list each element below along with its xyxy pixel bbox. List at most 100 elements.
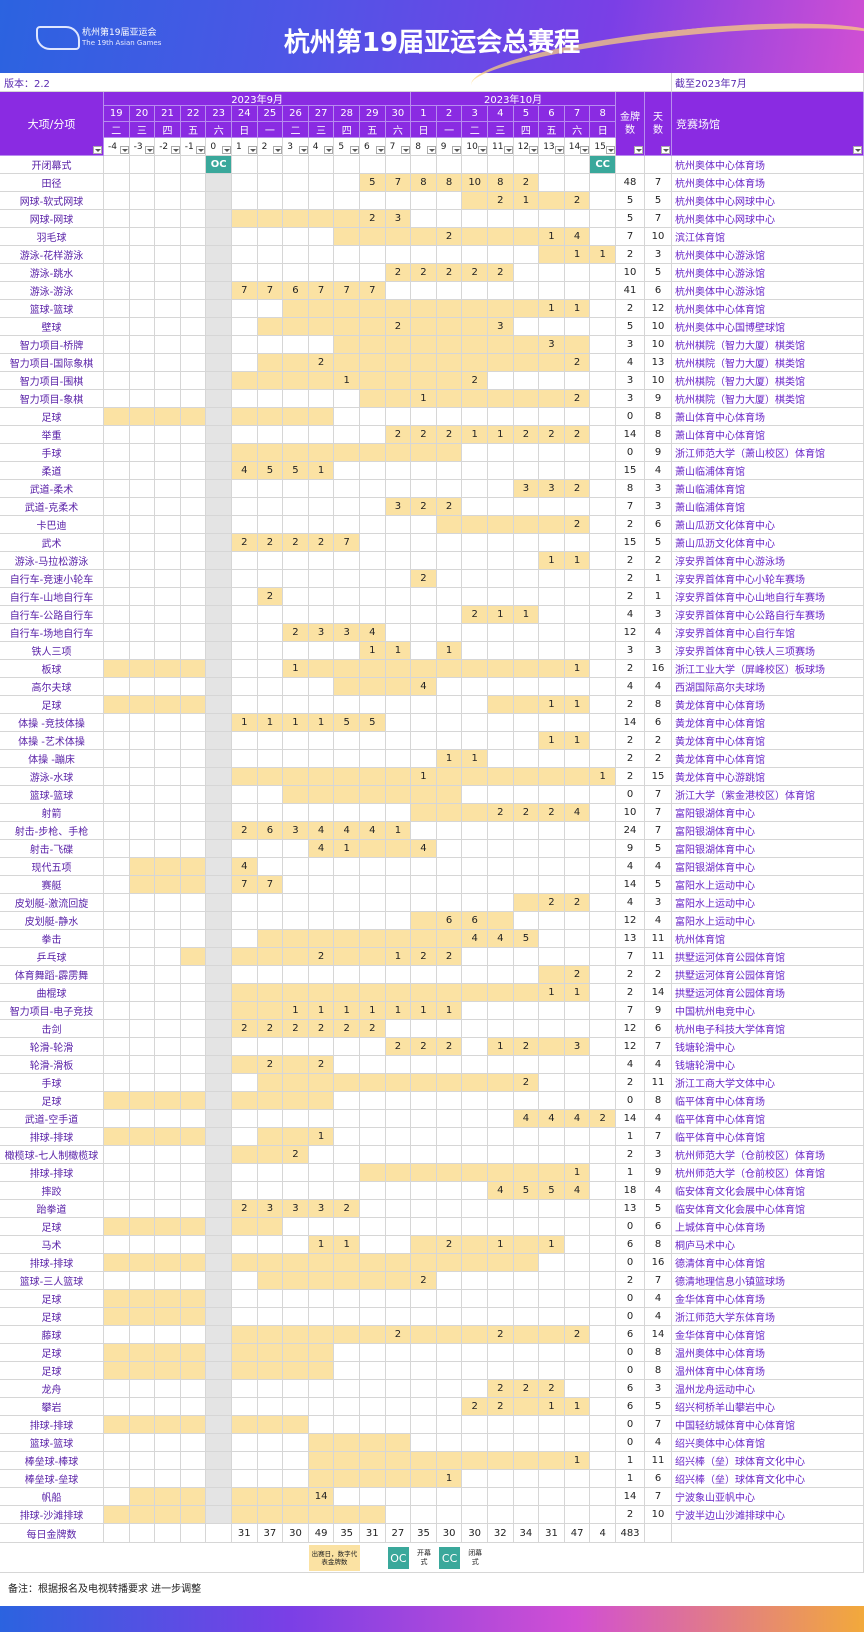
venue: 拱墅运河体育公园体育馆 xyxy=(672,966,864,984)
empty-cell xyxy=(232,966,258,984)
gold-medal-cell: 2 xyxy=(564,480,591,498)
sport-name: 篮球-三人篮球 xyxy=(0,1272,104,1290)
empty-cell xyxy=(206,552,232,570)
filter-button[interactable] xyxy=(529,146,539,154)
filter-button[interactable] xyxy=(298,146,308,154)
venue: 西湖国际高尔夫球场 xyxy=(672,678,864,696)
empty-cell xyxy=(436,696,463,714)
empty-cell xyxy=(129,552,156,570)
gold-medal-cell: 1 xyxy=(360,1002,386,1020)
competition-day xyxy=(411,300,437,318)
empty-cell xyxy=(411,408,437,426)
empty-cell xyxy=(564,1218,591,1236)
gold-medal-cell: 2 xyxy=(513,174,540,192)
competition-day xyxy=(104,660,130,678)
empty-cell xyxy=(513,156,540,174)
empty-cell xyxy=(564,462,591,480)
venue: 桐庐马术中心 xyxy=(672,1236,864,1254)
empty-cell xyxy=(590,1380,616,1398)
filter-button[interactable] xyxy=(426,146,436,154)
filter-button[interactable] xyxy=(93,146,102,154)
empty-cell xyxy=(129,1074,156,1092)
empty-cell xyxy=(513,822,540,840)
empty-cell xyxy=(462,408,488,426)
gold-total: 1 xyxy=(616,1164,645,1182)
venue: 上城体育中心体育场 xyxy=(672,1218,864,1236)
filter-button[interactable] xyxy=(324,146,334,154)
filter-button[interactable] xyxy=(247,146,257,154)
empty-cell xyxy=(564,282,591,300)
empty-cell xyxy=(180,462,207,480)
gold-total: 4 xyxy=(616,354,645,372)
competition-days: 3 xyxy=(645,498,672,516)
empty-cell xyxy=(385,1128,412,1146)
filter-button[interactable] xyxy=(661,146,670,154)
gold-medal-cell: 3 xyxy=(334,624,360,642)
empty-cell xyxy=(283,1182,309,1200)
empty-cell xyxy=(308,606,335,624)
filter-button[interactable] xyxy=(580,146,590,154)
empty-cell xyxy=(206,1056,232,1074)
empty-cell xyxy=(104,984,130,1002)
empty-cell xyxy=(411,1344,437,1362)
empty-cell xyxy=(104,390,130,408)
competition-day xyxy=(360,1470,386,1488)
competition-day xyxy=(334,678,360,696)
empty-cell xyxy=(206,354,232,372)
empty-cell xyxy=(513,1002,540,1020)
competition-day xyxy=(257,1326,284,1344)
legend-closing: 闭幕式 xyxy=(468,1549,483,1566)
venue: 杭州奥体中心体育场 xyxy=(672,174,864,192)
competition-day xyxy=(360,390,386,408)
empty-cell xyxy=(232,354,258,372)
filter-button[interactable] xyxy=(375,146,385,154)
empty-cell xyxy=(180,984,207,1002)
filter-button[interactable] xyxy=(554,146,564,154)
empty-cell xyxy=(488,876,514,894)
gold-medal-cell: 2 xyxy=(283,534,309,552)
filter-button[interactable] xyxy=(350,146,359,154)
empty-cell xyxy=(129,948,156,966)
competition-day xyxy=(257,1218,284,1236)
filter-button[interactable] xyxy=(503,146,513,154)
empty-cell xyxy=(206,660,232,678)
legend-opening-code: OC xyxy=(387,1547,410,1569)
empty-cell xyxy=(206,1452,232,1470)
filter-button[interactable] xyxy=(196,146,206,154)
filter-button[interactable] xyxy=(478,146,487,154)
empty-cell xyxy=(462,552,488,570)
filter-button[interactable] xyxy=(145,146,155,154)
as-of: 截至2023年7月 xyxy=(672,73,864,92)
filter-button[interactable] xyxy=(119,146,129,154)
competition-day xyxy=(436,984,463,1002)
gold-medal-cell: 2 xyxy=(411,498,437,516)
empty-cell xyxy=(180,336,207,354)
competition-day xyxy=(360,1164,386,1182)
filter-button[interactable] xyxy=(853,146,862,154)
empty-cell xyxy=(155,1398,181,1416)
filter-button[interactable] xyxy=(606,146,615,154)
empty-cell xyxy=(104,678,130,696)
competition-day xyxy=(180,948,207,966)
filter-button[interactable] xyxy=(452,146,462,154)
filter-button[interactable] xyxy=(401,146,411,154)
filter-button[interactable] xyxy=(634,146,643,154)
empty-cell xyxy=(104,156,130,174)
competition-days: 11 xyxy=(645,948,672,966)
filter-button[interactable] xyxy=(170,146,180,154)
empty-cell xyxy=(411,894,437,912)
competition-day xyxy=(257,1092,284,1110)
filter-button[interactable] xyxy=(273,146,283,154)
empty-cell xyxy=(334,1182,360,1200)
filter-button[interactable] xyxy=(222,146,231,154)
empty-cell xyxy=(232,1398,258,1416)
gold-medal-cell: 1 xyxy=(488,1236,514,1254)
empty-cell xyxy=(436,1290,463,1308)
empty-cell xyxy=(232,1380,258,1398)
empty-cell xyxy=(590,1128,616,1146)
gold-total: 1 xyxy=(616,1452,645,1470)
gold-medal-cell: 1 xyxy=(564,300,591,318)
competition-day xyxy=(462,318,488,336)
empty-cell xyxy=(385,462,412,480)
competition-day xyxy=(232,1362,258,1380)
